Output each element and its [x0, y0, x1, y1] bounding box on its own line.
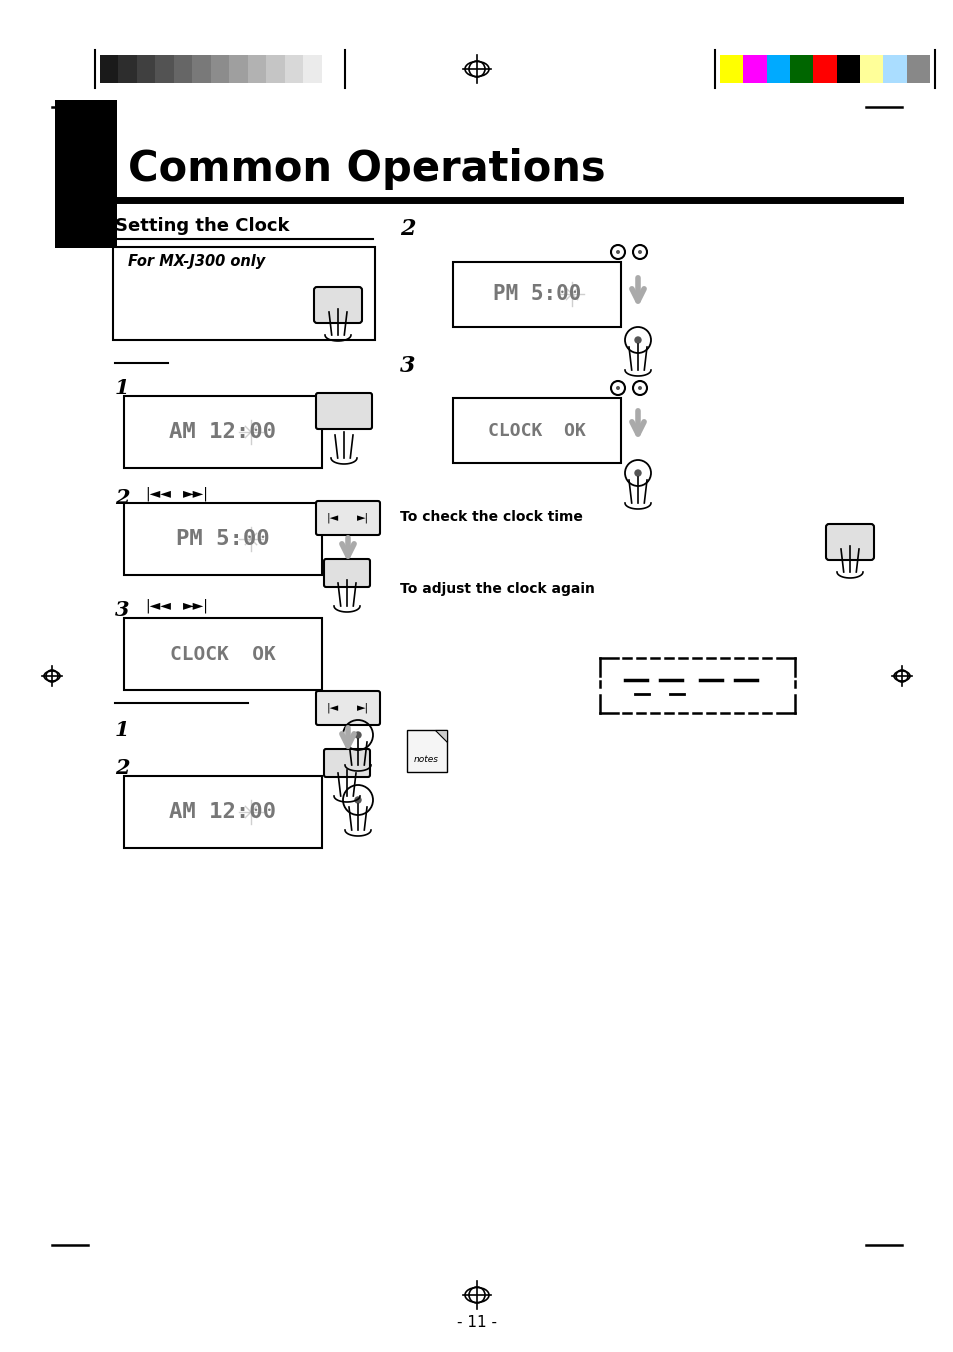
Text: ►►|: ►►|	[183, 487, 209, 502]
Text: Common Operations: Common Operations	[128, 147, 605, 191]
Circle shape	[635, 337, 640, 343]
Text: AM 12:00: AM 12:00	[170, 802, 276, 822]
Text: 3: 3	[399, 356, 416, 377]
FancyBboxPatch shape	[315, 691, 379, 725]
Bar	[124, 776, 322, 848]
Bar	[124, 503, 322, 575]
Text: 2: 2	[115, 758, 130, 777]
Text: 2: 2	[115, 488, 130, 508]
Text: ►|: ►|	[356, 512, 369, 523]
Circle shape	[638, 250, 641, 254]
FancyBboxPatch shape	[315, 502, 379, 535]
Bar	[905, 55, 929, 82]
Bar	[742, 55, 766, 82]
Text: notes: notes	[413, 756, 438, 764]
Bar	[836, 55, 859, 82]
Text: PM 5:00: PM 5:00	[493, 284, 580, 304]
Circle shape	[355, 731, 360, 738]
Text: |◄: |◄	[327, 703, 338, 714]
Text: To check the clock time: To check the clock time	[399, 510, 582, 525]
Bar	[813, 55, 836, 82]
Bar	[453, 262, 620, 327]
Polygon shape	[435, 730, 447, 742]
Text: 2: 2	[399, 218, 416, 241]
Text: |◄◄: |◄◄	[145, 599, 171, 614]
Bar	[766, 55, 789, 82]
Bar	[193, 55, 211, 82]
Bar	[303, 55, 321, 82]
Bar	[55, 100, 117, 247]
Text: AM 12:00: AM 12:00	[170, 422, 276, 442]
Text: Setting the Clock: Setting the Clock	[115, 218, 289, 235]
FancyBboxPatch shape	[314, 287, 361, 323]
Text: For MX-J300 only: For MX-J300 only	[128, 254, 265, 269]
Text: ►|: ►|	[356, 703, 369, 714]
Text: 1: 1	[115, 379, 130, 397]
Text: PM 5:00: PM 5:00	[176, 529, 270, 549]
Bar	[229, 55, 248, 82]
Bar	[284, 55, 303, 82]
Bar	[789, 55, 813, 82]
FancyBboxPatch shape	[315, 393, 372, 429]
Bar	[155, 55, 173, 82]
Circle shape	[616, 250, 619, 254]
Text: CLOCK  OK: CLOCK OK	[170, 645, 275, 664]
Text: To adjust the clock again: To adjust the clock again	[399, 581, 595, 596]
FancyBboxPatch shape	[825, 525, 873, 560]
Text: |◄◄: |◄◄	[145, 487, 171, 502]
Bar	[124, 396, 322, 468]
Circle shape	[635, 470, 640, 476]
Text: 1: 1	[115, 721, 130, 740]
Bar	[248, 55, 266, 82]
Bar	[173, 55, 193, 82]
FancyBboxPatch shape	[324, 749, 370, 777]
Text: |◄: |◄	[327, 512, 338, 523]
Bar	[407, 730, 447, 772]
Bar	[118, 55, 137, 82]
Text: ►►|: ►►|	[183, 599, 209, 614]
Text: 3: 3	[115, 600, 130, 621]
Bar	[453, 397, 620, 462]
Text: - 11 -: - 11 -	[456, 1315, 497, 1330]
Bar	[211, 55, 229, 82]
Text: CLOCK  OK: CLOCK OK	[488, 422, 585, 439]
Circle shape	[355, 796, 360, 803]
Bar	[321, 55, 339, 82]
Circle shape	[638, 387, 641, 389]
Bar	[882, 55, 905, 82]
Bar	[859, 55, 882, 82]
FancyBboxPatch shape	[324, 558, 370, 587]
Bar	[266, 55, 284, 82]
Bar	[137, 55, 155, 82]
Bar	[124, 618, 322, 690]
Bar	[100, 55, 118, 82]
Bar	[112, 247, 375, 339]
Bar	[720, 55, 742, 82]
Circle shape	[616, 387, 619, 389]
